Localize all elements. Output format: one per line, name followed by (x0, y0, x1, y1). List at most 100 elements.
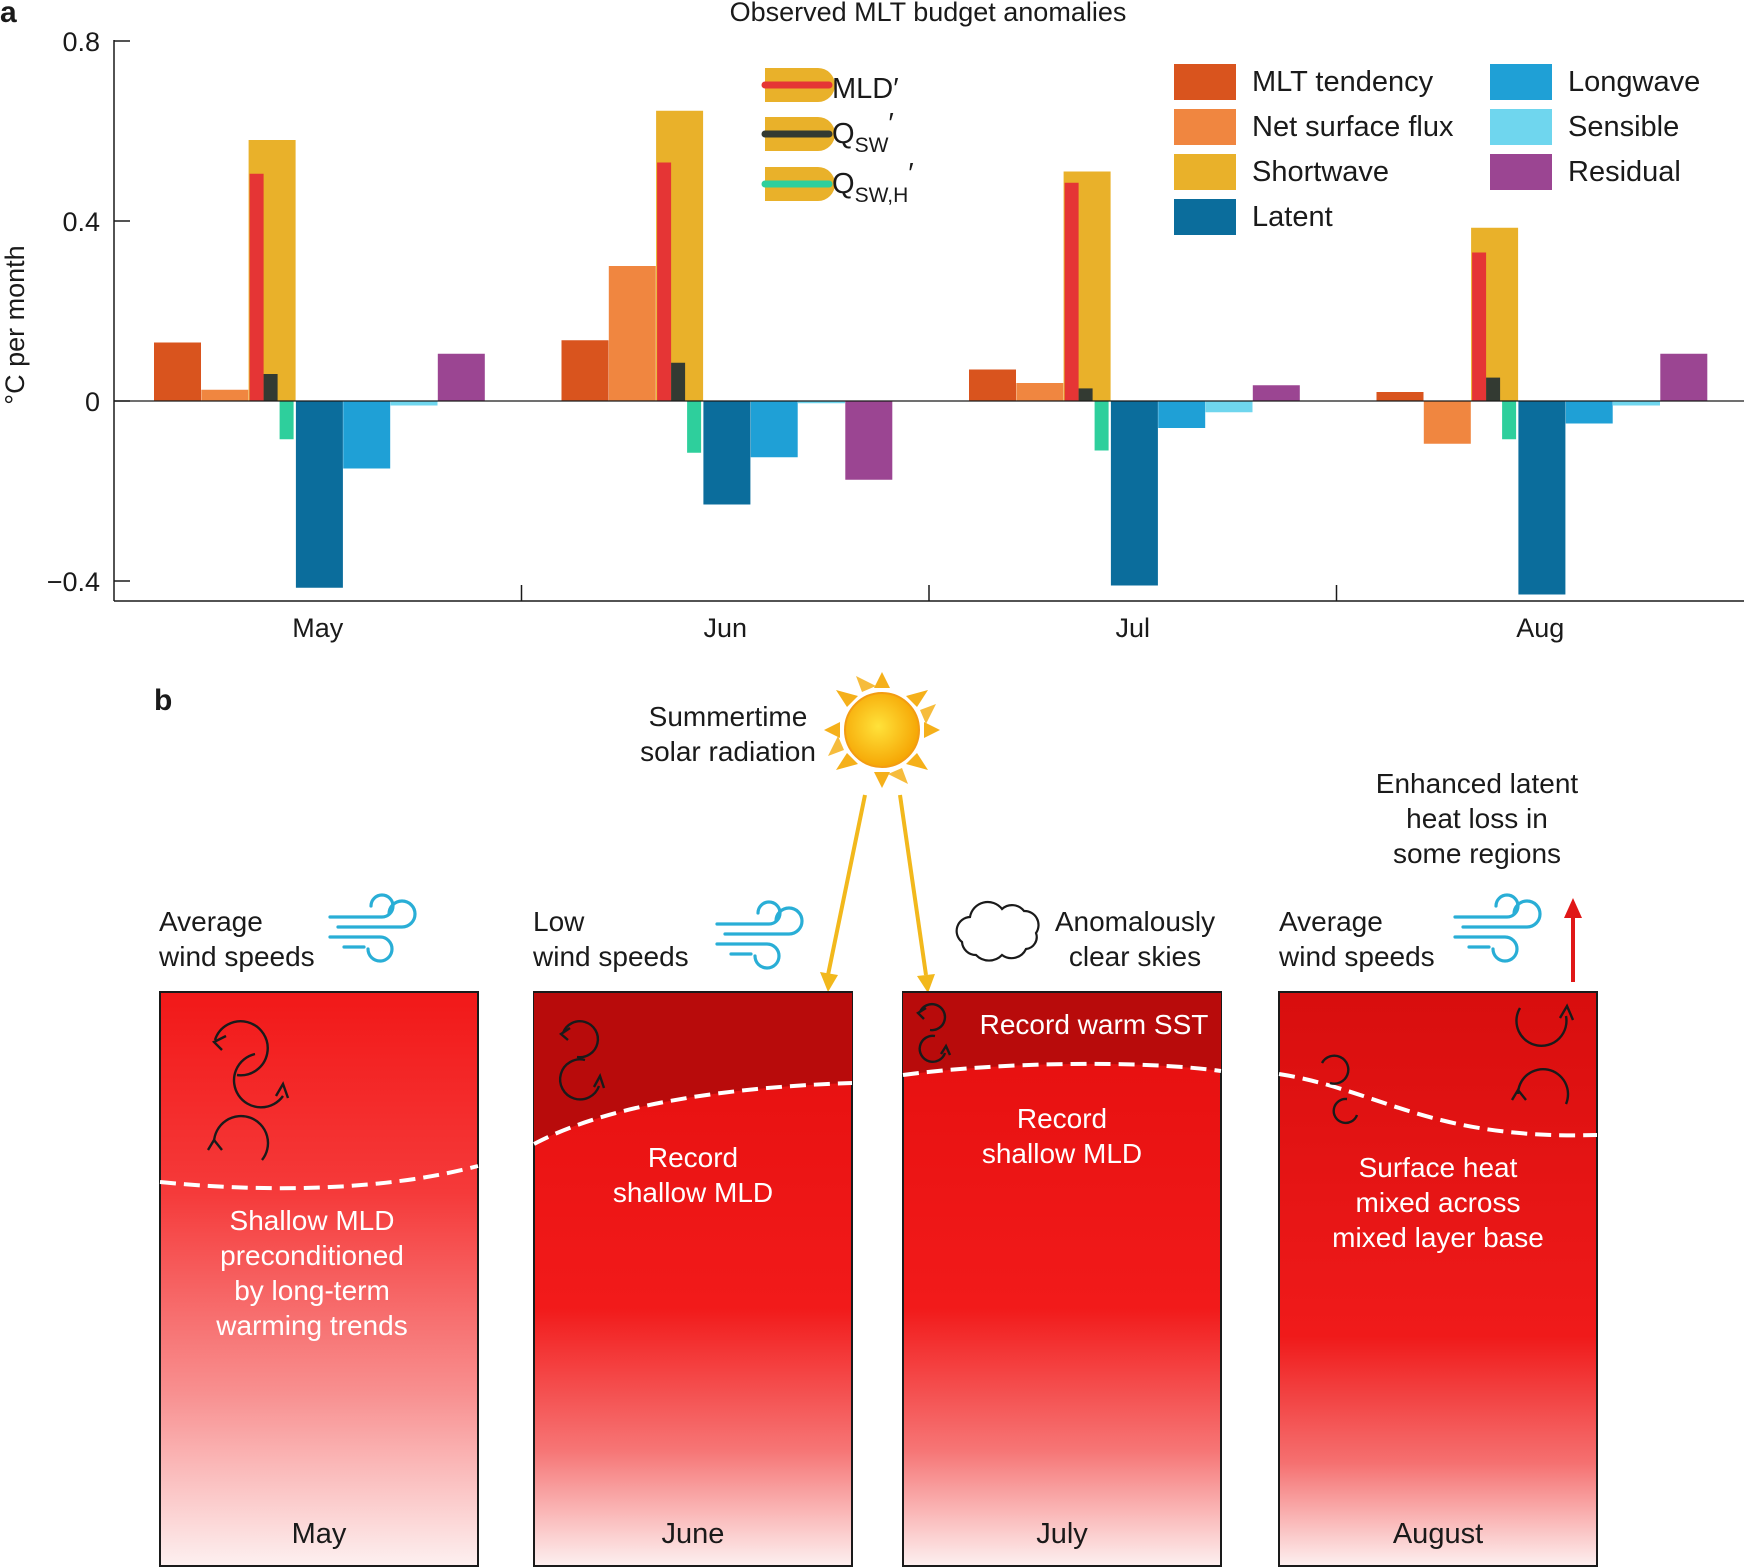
may-box (159, 991, 479, 1567)
bar-sensible-may (390, 401, 438, 406)
y-tick-label: 0.4 (62, 207, 100, 237)
eddy-icon (1515, 1007, 1568, 1048)
wind-icon (328, 893, 417, 963)
may-body-line1: Shallow MLD (230, 1205, 395, 1236)
latent-label-line2: heat loss in (1406, 803, 1548, 834)
panel-a-letter: a (0, 0, 17, 29)
solar-arrow-july (898, 794, 928, 976)
eddy-icon (918, 1034, 947, 1063)
may-wind-line2: wind speeds (158, 941, 315, 972)
july-body-line1: Record (1017, 1103, 1107, 1134)
august-body-line2: mixed across (1356, 1187, 1521, 1218)
bar-residual-jun (845, 401, 893, 480)
august-body-line3: mixed layer base (1332, 1222, 1544, 1253)
chart-title: Observed MLT budget anomalies (730, 0, 1127, 27)
latent-heat-arrow (1564, 898, 1582, 982)
x-tick-label: Jul (1115, 613, 1150, 643)
bar-qswh-aug (1502, 401, 1517, 440)
legend-swatch-latent (1174, 199, 1236, 235)
legend-swatch-net-surface-flux (1174, 109, 1236, 145)
may-wind-line1: Average (159, 906, 263, 937)
panel-august: Average wind speeds Surface heat mixed a… (1278, 893, 1598, 1567)
y-axis-label: °C per month (0, 245, 30, 404)
june-month-label: June (662, 1518, 725, 1550)
august-month-label: August (1393, 1518, 1483, 1550)
august-wind-line2: wind speeds (1278, 941, 1435, 972)
latent-label-line3: some regions (1393, 838, 1561, 869)
bar-latent-jul (1110, 401, 1158, 586)
august-wind-line1: Average (1279, 906, 1383, 937)
panel-b-letter: b (154, 684, 172, 717)
bar-mld-jun (657, 162, 672, 401)
legend-mld-label: MLD′ (832, 73, 899, 105)
panel-july: Anomalously clear skies Record warm SST … (902, 900, 1222, 1567)
may-eddies (206, 1020, 290, 1161)
y-tick-label: −0.4 (47, 567, 100, 597)
august-body-line1: Surface heat (1359, 1152, 1518, 1183)
cloud-icon (955, 900, 1040, 962)
panel-may: Average wind speeds Shallow MLD precondi… (158, 893, 479, 1567)
june-wind-line1: Low (533, 906, 585, 937)
july-sky-line2: clear skies (1069, 941, 1201, 972)
wind-icon (715, 900, 804, 970)
bar-residual-jul (1252, 385, 1300, 401)
series-legend: MLT tendency Net surface flux Shortwave Lat… (1174, 64, 1700, 235)
may-month-label: May (292, 1518, 347, 1550)
bar-qsw-may (263, 374, 278, 401)
bars-group (114, 110, 1744, 595)
bar-qsw-jul (1078, 388, 1093, 401)
wind-icon (1453, 893, 1542, 963)
bar-mlt-tendency-jul (969, 369, 1016, 401)
bar-longwave-jul (1158, 401, 1206, 428)
sun-icon (824, 672, 940, 788)
august-mld-line (1278, 1072, 1598, 1138)
y-tick-label: 0.8 (62, 27, 100, 57)
eddy-icon (232, 1052, 284, 1109)
may-body-line2: preconditioned (220, 1240, 404, 1271)
eddy-icon (558, 1058, 601, 1101)
legend-label-residual: Residual (1568, 156, 1681, 188)
bar-latent-aug (1518, 401, 1566, 595)
bar-latent-jun (703, 401, 751, 505)
bar-sensible-aug (1613, 401, 1660, 406)
legend-label-shortwave: Shortwave (1252, 156, 1389, 188)
bar-net-surface-flux-jun (608, 266, 656, 401)
bar-net-surface-flux-may (201, 389, 249, 401)
july-sky-line1: Anomalously (1055, 906, 1215, 937)
bar-mlt-tendency-jun (561, 340, 609, 401)
june-body-line2: shallow MLD (613, 1177, 773, 1208)
may-body-line3: by long-term (234, 1275, 390, 1306)
legend-label-net-surface-flux: Net surface flux (1252, 111, 1454, 143)
legend-qswh: QSW,H′ (761, 158, 914, 207)
bar-net-surface-flux-aug (1423, 401, 1471, 444)
bar-residual-may (437, 353, 485, 401)
eddy-icon (212, 1114, 270, 1161)
decomposition-legend: MLD′ QSW′ QSW,H′ (761, 68, 914, 207)
legend-label-latent: Latent (1252, 201, 1333, 233)
bar-longwave-aug (1565, 401, 1613, 424)
legend-swatch-residual (1490, 154, 1552, 190)
july-month-label: July (1036, 1518, 1088, 1550)
legend-qswh-label: QSW,H′ (832, 158, 914, 207)
legend-qsw: QSW′ (761, 108, 894, 157)
bar-longwave-may (343, 401, 391, 469)
bar-qsw-jun (671, 362, 686, 401)
bar-qswh-jun (687, 401, 702, 453)
x-tick-label: Jun (703, 613, 747, 643)
y-tick-label: 0 (85, 387, 100, 417)
bar-residual-aug (1660, 353, 1708, 401)
legend-swatch-shortwave (1174, 154, 1236, 190)
legend-label-sensible: Sensible (1568, 111, 1679, 143)
august-box (1278, 991, 1598, 1567)
eddy-icon (1320, 1054, 1350, 1085)
bar-mld-aug (1472, 252, 1487, 401)
eddy-icon (918, 1002, 947, 1032)
bar-mlt-tendency-may (154, 342, 201, 401)
july-top-text: Record warm SST (980, 1009, 1209, 1040)
x-tick-label: May (292, 613, 344, 643)
solar-arrow-june (826, 794, 867, 976)
legend-swatch-sensible (1490, 109, 1552, 145)
may-body-line4: warming trends (215, 1310, 407, 1341)
panel-june: Low wind speeds Record shallow MLD June (532, 900, 853, 1567)
eddy-icon (1516, 1068, 1570, 1105)
